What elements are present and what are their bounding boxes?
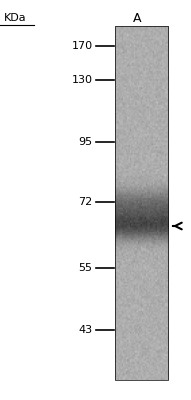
Text: A: A (133, 12, 142, 24)
Text: 95: 95 (79, 137, 93, 147)
Text: 170: 170 (71, 41, 93, 51)
Text: 43: 43 (79, 325, 93, 335)
Text: 130: 130 (72, 75, 93, 85)
Bar (115, 26, 168, 380)
Text: KDa: KDa (4, 13, 27, 23)
Text: 72: 72 (78, 197, 93, 207)
Text: 55: 55 (79, 263, 93, 273)
